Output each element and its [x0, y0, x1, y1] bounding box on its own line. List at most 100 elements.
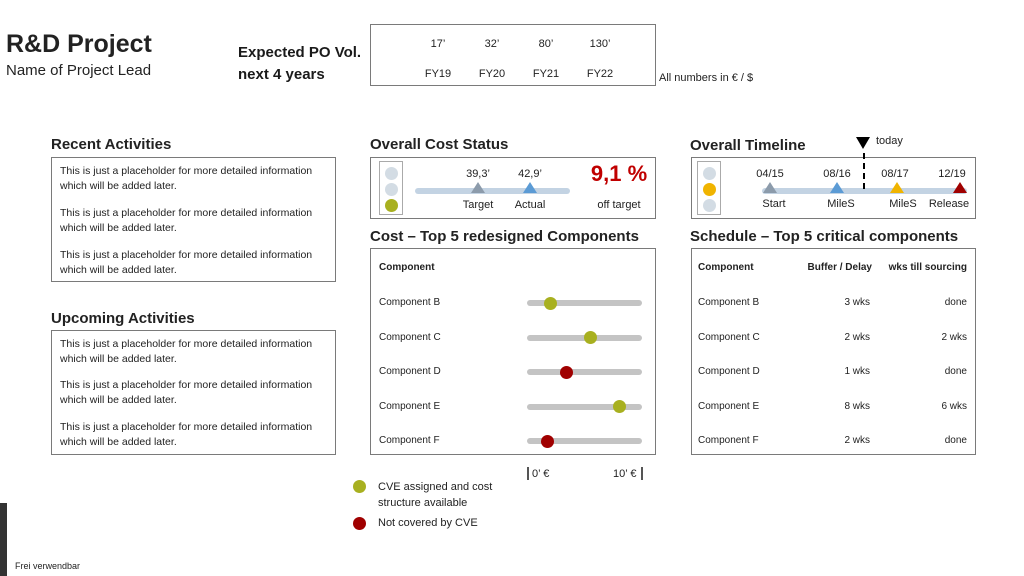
po-value: 80’ — [538, 38, 554, 50]
traffic-light-top — [385, 167, 398, 180]
schedule-component: Component C — [698, 331, 760, 343]
timeline-title: Overall Timeline — [690, 137, 806, 154]
milestone-date: 12/19 — [938, 168, 966, 180]
schedule-sourcing: done — [944, 297, 967, 308]
schedule-component: Component B — [698, 297, 760, 308]
list-item: This is just a placeholder for more deta… — [60, 421, 313, 448]
schedule-sourcing: done — [944, 366, 967, 377]
milestone-marker — [763, 182, 777, 193]
traffic-light-bottom — [703, 199, 716, 212]
traffic-light-bottom — [385, 199, 398, 212]
project-lead: Name of Project Lead — [6, 62, 152, 79]
milestone-label: MileS — [889, 198, 917, 210]
schedule-title: Schedule – Top 5 critical components — [690, 228, 959, 245]
list-item: This is just a placeholder for more deta… — [60, 165, 313, 192]
scale-max-tick — [641, 467, 643, 480]
recent-activities-title: Recent Activities — [51, 136, 172, 153]
po-year: FY22 — [586, 68, 614, 80]
po-year: FY19 — [424, 68, 452, 80]
cost-bar-track — [527, 369, 642, 375]
po-value: 32’ — [484, 38, 500, 50]
cost-value-dot — [543, 296, 557, 310]
traffic-light — [379, 161, 403, 215]
currency-note: All numbers in € / $ — [659, 72, 754, 84]
cost-status-box: 39,3’ Target 42,9’ Actual 9,1 % off targ… — [370, 157, 656, 219]
component-name: Component C — [379, 331, 441, 343]
legend-cve-dot — [353, 480, 366, 493]
page-title: R&D Project — [6, 30, 152, 58]
schedule-header-sourcing: wks till sourcing — [888, 262, 967, 273]
milestone-marker — [890, 182, 904, 193]
legend-no-cve-text: Not covered by CVE — [378, 517, 478, 529]
schedule-buffer: 8 wks — [844, 400, 870, 412]
list-item: This is just a placeholder for more deta… — [60, 338, 313, 365]
po-value: 130’ — [589, 38, 611, 50]
actual-value: 42,9’ — [518, 168, 542, 180]
schedule-component: Component F — [698, 435, 759, 446]
schedule-buffer: 3 wks — [844, 297, 870, 308]
traffic-light-top — [703, 167, 716, 180]
cost-track — [415, 188, 570, 194]
recent-activities-box: This is just a placeholder for more deta… — [51, 157, 336, 282]
traffic-light-middle — [703, 183, 716, 196]
component-name: Component B — [379, 297, 441, 308]
left-edge-bar — [0, 503, 7, 576]
today-marker-icon — [856, 137, 870, 149]
today-label: today — [876, 135, 903, 147]
po-volume-box: 17’ 32’ 80’ 130’ FY19 FY20 FY21 FY22 — [370, 24, 656, 86]
cost-value-dot — [541, 434, 555, 448]
cost-value-dot — [612, 400, 626, 413]
po-year: FY21 — [532, 68, 560, 80]
target-marker — [471, 182, 485, 193]
classification-label: Frei verwendbar — [15, 561, 81, 571]
component-name: Component D — [379, 366, 441, 377]
milestone-label: Release — [928, 198, 970, 210]
po-volume-label-line1: Expected PO Vol. — [238, 44, 362, 61]
upcoming-activities-title: Upcoming Activities — [51, 310, 195, 327]
legend-no-cve-dot — [353, 517, 366, 530]
po-volume-label-line2: next 4 years — [238, 66, 325, 83]
milestone-date: 08/17 — [881, 168, 909, 180]
schedule-buffer: 2 wks — [844, 435, 870, 446]
schedule-sourcing: 6 wks — [941, 400, 967, 412]
timeline-track — [762, 188, 967, 194]
cost-bar-track — [527, 438, 642, 444]
cost-value-dot — [583, 331, 597, 344]
list-item: This is just a placeholder for more deta… — [60, 249, 313, 276]
schedule-header-component: Component — [698, 262, 754, 273]
milestone-date: 08/16 — [823, 168, 851, 180]
cost-deviation: 9,1 % — [590, 161, 648, 186]
cost-status-title: Overall Cost Status — [370, 136, 509, 153]
scale-min-label: 0’ € — [532, 468, 550, 480]
actual-marker — [523, 182, 537, 193]
actual-label: Actual — [514, 199, 546, 211]
milestone-label: MileS — [827, 198, 855, 210]
target-value: 39,3’ — [466, 168, 490, 180]
cost-components-title: Cost – Top 5 redesigned Components — [370, 228, 639, 245]
component-name: Component E — [379, 400, 441, 412]
traffic-light-middle — [385, 183, 398, 196]
po-volume-label: Expected PO Vol. next 4 years — [238, 42, 361, 86]
scale-min-tick — [527, 467, 529, 480]
cost-value-dot — [559, 365, 573, 379]
list-item: This is just a placeholder for more deta… — [60, 207, 313, 234]
target-label: Target — [462, 199, 494, 211]
list-item: This is just a placeholder for more deta… — [60, 379, 313, 406]
cost-bar-track — [527, 403, 642, 410]
schedule-sourcing: 2 wks — [941, 331, 967, 343]
column-header: Component — [379, 262, 435, 273]
milestone-marker — [953, 182, 967, 193]
today-line — [863, 153, 865, 189]
milestone-date: 04/15 — [756, 168, 784, 180]
schedule-component: Component D — [698, 366, 760, 377]
schedule-buffer: 1 wks — [844, 366, 870, 377]
milestone-marker — [830, 182, 844, 193]
scale-max-label: 10’ € — [613, 468, 637, 480]
cost-components-box: Component Component B Component C Componen… — [370, 248, 656, 455]
deviation-label: off target — [597, 199, 641, 211]
upcoming-activities-box: This is just a placeholder for more deta… — [51, 330, 336, 455]
timeline-box: 04/15 Start 08/16 MileS 08/17 MileS 12/1… — [691, 153, 976, 219]
milestone-label: Start — [762, 198, 786, 210]
traffic-light — [697, 161, 721, 215]
po-value: 17’ — [430, 38, 446, 50]
